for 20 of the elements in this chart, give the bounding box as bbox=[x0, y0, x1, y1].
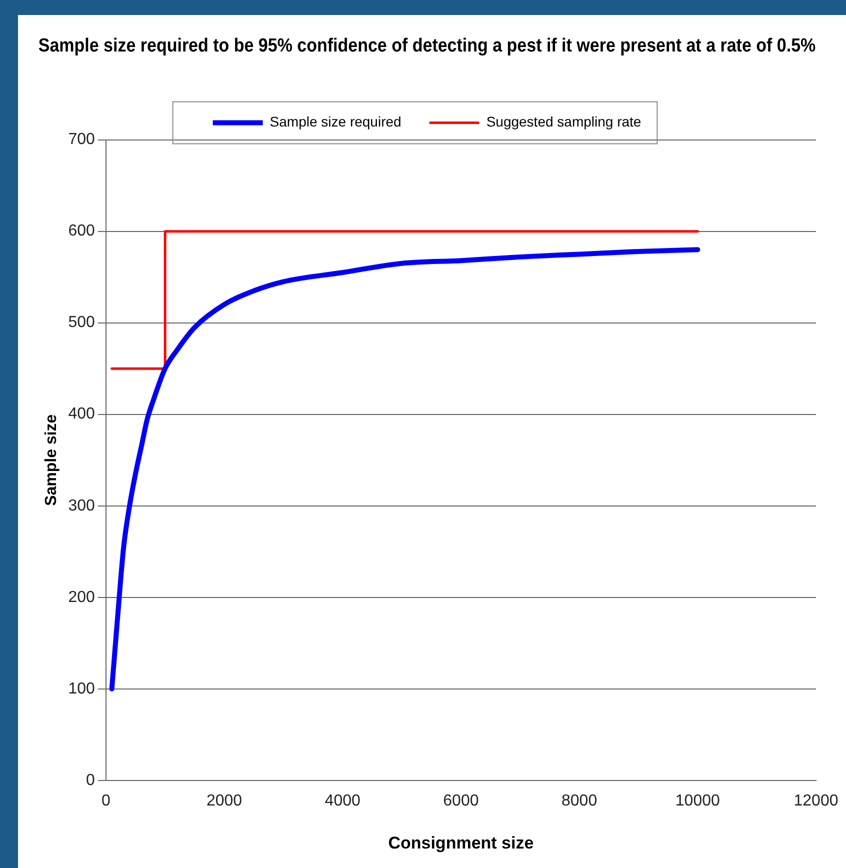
x-tick-label: 6000 bbox=[443, 792, 479, 810]
y-tick-label: 300 bbox=[68, 497, 95, 514]
legend-label: Sample size required bbox=[270, 114, 402, 130]
chart-title: Sample size required to be 95% confidence of detecting a pest if it were present at a rate of 0.5% bbox=[38, 34, 816, 56]
y-tick-label: 500 bbox=[68, 314, 95, 332]
x-tick-label: 8000 bbox=[562, 792, 598, 810]
y-tick-label: 0 bbox=[86, 772, 95, 789]
x-tick-label: 0 bbox=[101, 792, 110, 810]
x-tick-label: 10000 bbox=[675, 792, 720, 810]
x-tick-label: 12000 bbox=[794, 792, 838, 810]
y-tick-label: 700 bbox=[68, 131, 95, 148]
y-tick-label: 200 bbox=[68, 588, 95, 606]
y-tick-label: 400 bbox=[68, 406, 95, 423]
x-axis-title: Consignment size bbox=[388, 833, 534, 852]
y-tick-label: 100 bbox=[68, 680, 95, 698]
y-axis-title: Sample size bbox=[43, 414, 60, 506]
y-tick-label: 600 bbox=[68, 222, 95, 240]
x-tick-label: 2000 bbox=[206, 792, 242, 810]
legend-label: Suggested sampling rate bbox=[486, 114, 642, 130]
x-tick-label: 4000 bbox=[324, 792, 360, 810]
